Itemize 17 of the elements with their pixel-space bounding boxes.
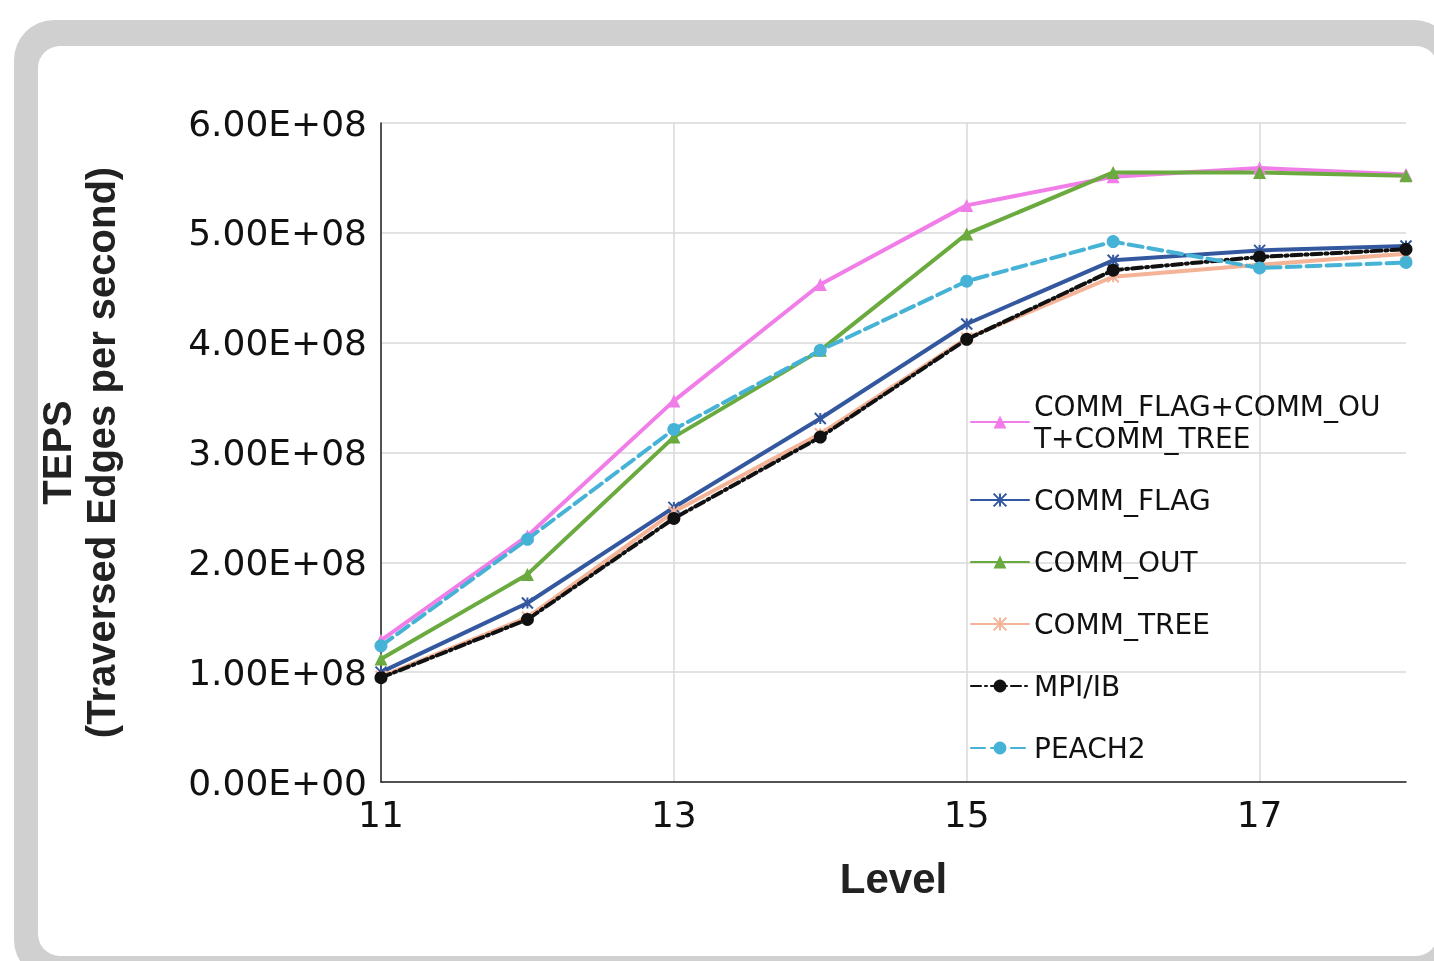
y-tick-label: 6.00E+08 bbox=[188, 102, 367, 144]
legend-label: COMM_FLAG bbox=[1034, 483, 1211, 517]
y-tick-label: 3.00E+08 bbox=[188, 432, 367, 473]
y-axis-title: TEPS (Traversed Edges per second) bbox=[35, 166, 123, 739]
legend-label: COMM_TREE bbox=[1034, 607, 1210, 641]
y-tick-label: 1.00E+08 bbox=[188, 651, 367, 693]
y-tick-label: 5.00E+08 bbox=[188, 212, 367, 254]
legend-label: COMM_OUT bbox=[1034, 545, 1199, 579]
x-tick-label: 15 bbox=[943, 793, 990, 835]
legend-label: PEACH2 bbox=[1034, 731, 1146, 765]
x-axis-title: Level bbox=[839, 854, 948, 902]
legend-label: COMM_FLAG+COMM_OUT+COMM_TREE bbox=[1033, 389, 1381, 455]
legend-label: MPI/IB bbox=[1034, 669, 1121, 703]
y-tick-label: 2.00E+08 bbox=[188, 541, 367, 583]
x-tick-label: 17 bbox=[1236, 793, 1283, 835]
y-tick-label: 4.00E+08 bbox=[188, 322, 367, 364]
x-tick-label: 13 bbox=[650, 793, 697, 835]
